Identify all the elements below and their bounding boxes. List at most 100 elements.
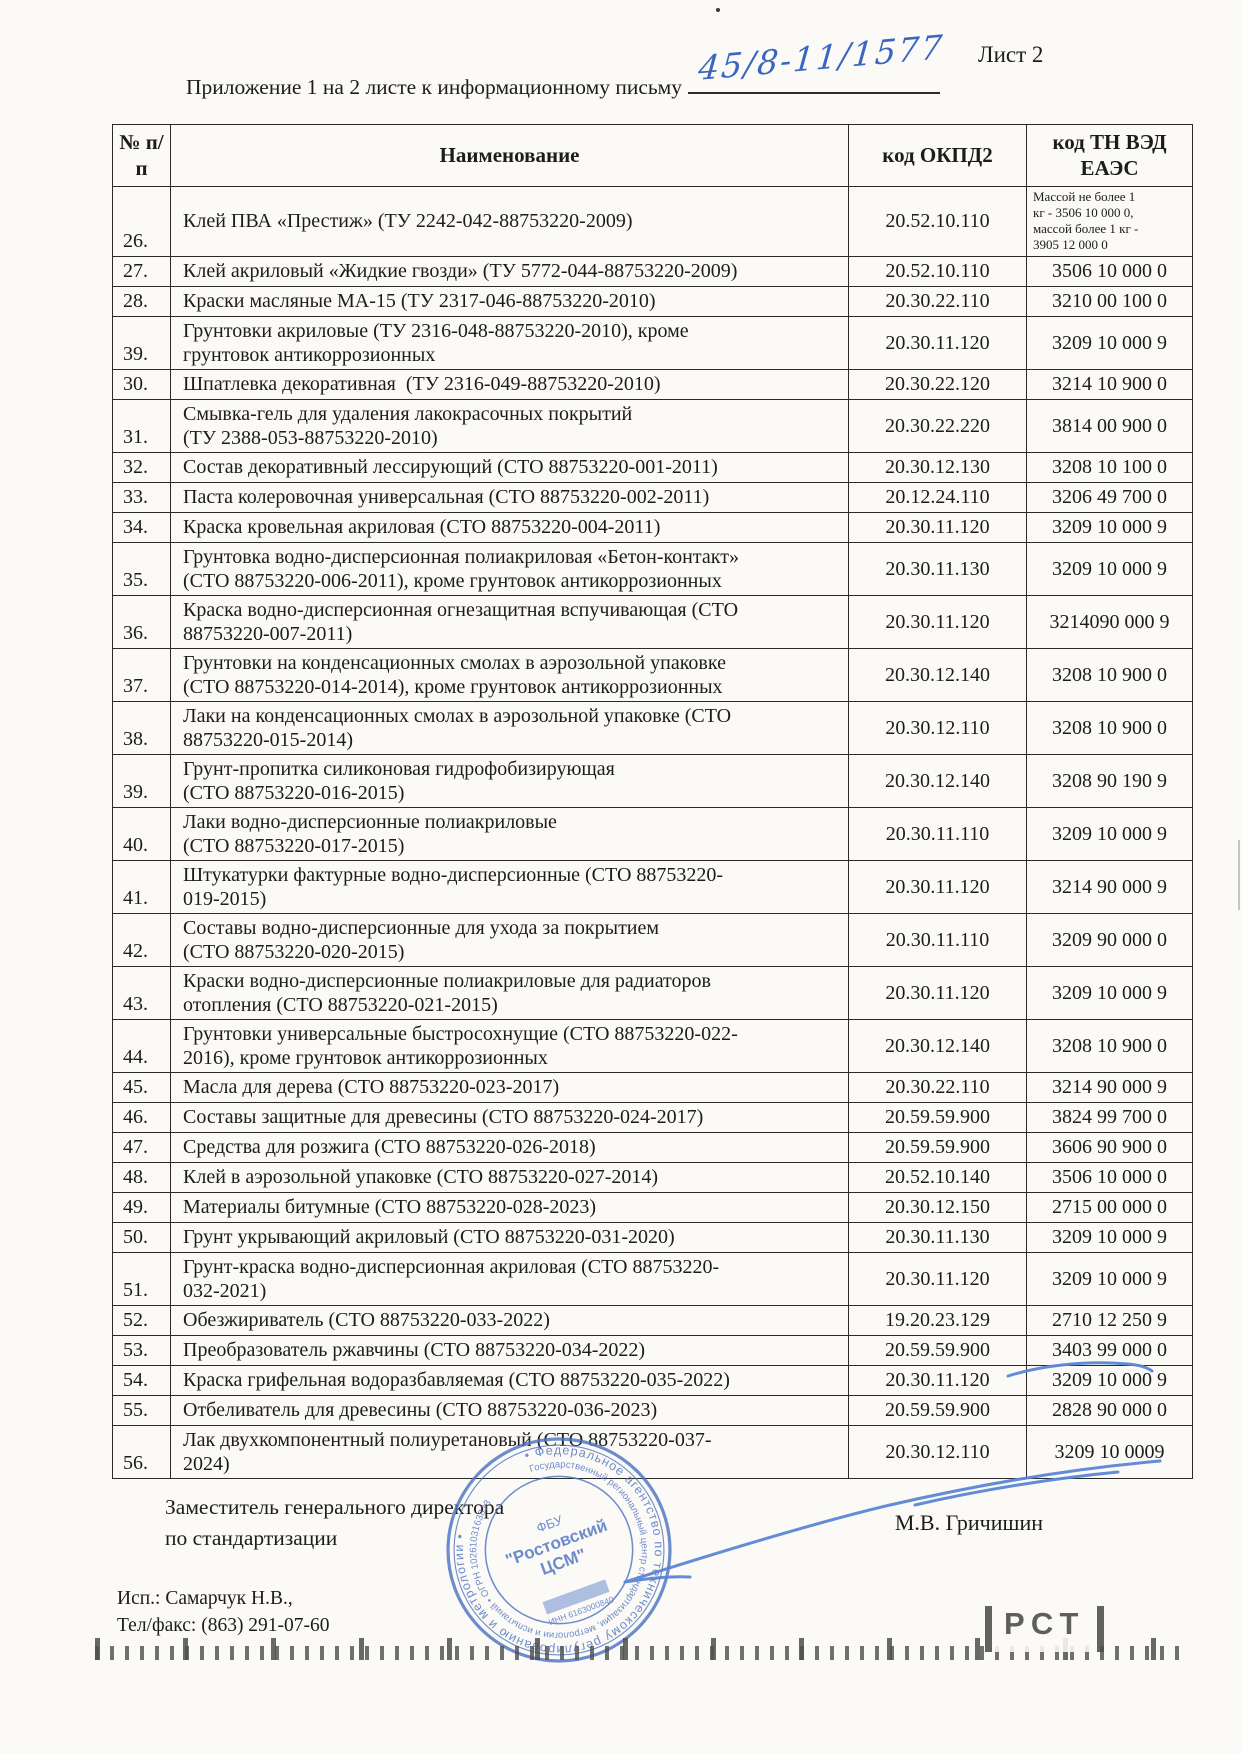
tnved-code-cell: 3209 10 000 9 xyxy=(1026,1221,1193,1253)
executor-phone: Тел/факс: (863) 291-07-60 xyxy=(117,1615,330,1637)
tnved-code-cell: 3209 10 000 9 xyxy=(1026,1364,1193,1396)
row-number-cell: 41. xyxy=(112,859,171,914)
row-number-cell: 35. xyxy=(112,541,171,596)
table-row: 46. Составы защитные для древесины (СТО … xyxy=(112,1101,1193,1133)
okpd2-code-cell: 20.30.11.120 xyxy=(848,1364,1027,1396)
table-row: 54. Краска грифельная водоразбавляемая (… xyxy=(112,1364,1193,1396)
okpd2-code-cell: 20.30.11.110 xyxy=(848,912,1027,967)
table-row: 34. Краска кровельная акриловая (СТО 887… xyxy=(112,511,1193,543)
tnved-code-cell: 3506 10 000 0 xyxy=(1026,1161,1193,1193)
table-row: 48. Клей в аэрозольной упаковке (СТО 887… xyxy=(112,1161,1193,1193)
okpd2-code-cell: 20.52.10.140 xyxy=(848,1161,1027,1193)
tnved-code-cell: Массой не более 1 кг - 3506 10 000 0, ма… xyxy=(1026,185,1193,257)
appendix-text: Приложение 1 на 2 листе к информационном… xyxy=(186,75,683,99)
okpd2-code-cell: 20.30.22.220 xyxy=(848,398,1027,453)
row-number-cell: 28. xyxy=(112,285,171,317)
table-row: 32. Состав декоративный лессирующий (СТО… xyxy=(112,451,1193,483)
tnved-code-cell: 3214 90 000 9 xyxy=(1026,1071,1193,1103)
okpd2-code-cell: 20.30.11.120 xyxy=(848,511,1027,543)
sheet-number-label: Лист 2 xyxy=(978,42,1044,67)
tnved-code-cell: 3208 10 900 0 xyxy=(1026,700,1193,755)
okpd2-code-cell: 20.12.24.110 xyxy=(848,481,1027,513)
signer-title: Заместитель генерального директора по ст… xyxy=(165,1495,505,1551)
handwritten-letter-number: 45/8-11/1577 xyxy=(696,27,946,88)
product-name-cell: Лаки водно-дисперсионные полиакриловые (… xyxy=(170,806,849,861)
row-number-cell: 54. xyxy=(112,1364,171,1396)
table-row: 27. Клей акриловый «Жидкие гвозди» (ТУ 5… xyxy=(112,255,1193,287)
table-row: 39. Грунтовки акриловые (ТУ 2316-048-887… xyxy=(112,315,1193,370)
row-number-cell: 49. xyxy=(112,1191,171,1223)
tnved-code-cell: 3209 10 000 9 xyxy=(1026,511,1193,543)
product-name-cell: Паста колеровочная универсальная (СТО 88… xyxy=(170,481,849,513)
table-row: 28. Краски масляные МА-15 (ТУ 2317-046-8… xyxy=(112,285,1193,317)
okpd2-code-cell: 20.59.59.900 xyxy=(848,1101,1027,1133)
column-header-okpd2: код ОКПД2 xyxy=(848,124,1027,187)
tnved-code-cell: 3403 99 000 0 xyxy=(1026,1334,1193,1366)
table-row: 36. Краска водно-дисперсионная огнезащит… xyxy=(112,594,1193,649)
signer-name: М.В. Гричишин xyxy=(894,1510,1043,1536)
table-row: 30. Шпатлевка декоративная (ТУ 2316-049-… xyxy=(112,368,1193,400)
okpd2-code-cell: 20.30.12.110 xyxy=(848,1424,1027,1479)
row-number-cell: 44. xyxy=(112,1018,171,1073)
okpd2-code-cell: 20.30.11.120 xyxy=(848,1251,1027,1306)
table-row: 38. Лаки на конденсационных смолах в аэр… xyxy=(112,700,1193,755)
okpd2-code-cell: 20.52.10.110 xyxy=(848,185,1027,257)
table-row: 39. Грунт-пропитка силиконовая гидрофоби… xyxy=(112,753,1193,808)
okpd2-code-cell: 20.30.11.130 xyxy=(848,541,1027,596)
tnved-code-cell: 3208 90 190 9 xyxy=(1026,753,1193,808)
product-name-cell: Грунтовки акриловые (ТУ 2316-048-8875322… xyxy=(170,315,849,370)
column-header-num: № п/п xyxy=(112,124,171,187)
product-name-cell: Грунт укрывающий акриловый (СТО 88753220… xyxy=(170,1221,849,1253)
tnved-code-cell: 3210 00 100 0 xyxy=(1026,285,1193,317)
tnved-code-cell: 3606 90 900 0 xyxy=(1026,1131,1193,1163)
tnved-code-cell: 2715 00 000 0 xyxy=(1026,1191,1193,1223)
tnved-code-cell: 3814 00 900 0 xyxy=(1026,398,1193,453)
row-number-cell: 26. xyxy=(112,185,171,257)
row-number-cell: 46. xyxy=(112,1101,171,1133)
row-number-cell: 42. xyxy=(112,912,171,967)
tnved-code-cell: 3214 10 900 0 xyxy=(1026,368,1193,400)
okpd2-code-cell: 20.59.59.900 xyxy=(848,1131,1027,1163)
product-name-cell: Средства для розжига (СТО 88753220-026-2… xyxy=(170,1131,849,1163)
table-row: 52. Обезжириватель (СТО 88753220-033-202… xyxy=(112,1304,1193,1336)
row-number-cell: 51. xyxy=(112,1251,171,1306)
product-name-cell: Краска грифельная водоразбавляемая (СТО … xyxy=(170,1364,849,1396)
appendix-line: Приложение 1 на 2 листе к информационном… xyxy=(186,27,946,100)
table-row: 26. Клей ПВА «Престиж» (ТУ 2242-042-8875… xyxy=(112,185,1193,257)
product-name-cell: Краска водно-дисперсионная огнезащитная … xyxy=(170,594,849,649)
product-name-cell: Лаки на конденсационных смолах в аэрозол… xyxy=(170,700,849,755)
okpd2-code-cell: 20.30.12.140 xyxy=(848,647,1027,702)
table-row: 37. Грунтовки на конденсационных смолах … xyxy=(112,647,1193,702)
row-number-cell: 27. xyxy=(112,255,171,287)
row-number-cell: 39. xyxy=(112,315,171,370)
barcode-strip-ticks xyxy=(95,1638,1181,1660)
product-name-cell: Грунтовки на конденсационных смолах в аэ… xyxy=(170,647,849,702)
tnved-code-cell: 3214090 000 9 xyxy=(1026,594,1193,649)
product-name-cell: Клей акриловый «Жидкие гвозди» (ТУ 5772-… xyxy=(170,255,849,287)
tnved-code-cell: 3208 10 900 0 xyxy=(1026,1018,1193,1073)
row-number-cell: 30. xyxy=(112,368,171,400)
row-number-cell: 50. xyxy=(112,1221,171,1253)
row-number-cell: 43. xyxy=(112,965,171,1020)
executor-block: Исп.: Самарчук Н.В., Тел/факс: (863) 291… xyxy=(117,1585,330,1640)
product-name-cell: Краска кровельная акриловая (СТО 8875322… xyxy=(170,511,849,543)
row-number-cell: 45. xyxy=(112,1071,171,1103)
scan-speck xyxy=(716,8,720,12)
okpd2-code-cell: 20.30.11.120 xyxy=(848,594,1027,649)
row-number-cell: 53. xyxy=(112,1334,171,1366)
row-number-cell: 40. xyxy=(112,806,171,861)
product-name-cell: Состав декоративный лессирующий (СТО 887… xyxy=(170,451,849,483)
appendix-underline: 45/8-11/1577 xyxy=(688,27,946,94)
okpd2-code-cell: 20.30.12.150 xyxy=(848,1191,1027,1223)
okpd2-code-cell: 20.30.12.140 xyxy=(848,1018,1027,1073)
product-name-cell: Клей в аэрозольной упаковке (СТО 8875322… xyxy=(170,1161,849,1193)
product-name-cell: Шпатлевка декоративная (ТУ 2316-049-8875… xyxy=(170,368,849,400)
scan-edge-line xyxy=(1238,840,1240,910)
product-name-cell: Отбеливатель для древесины (СТО 88753220… xyxy=(170,1394,849,1426)
table-row: 50. Грунт укрывающий акриловый (СТО 8875… xyxy=(112,1221,1193,1253)
product-name-cell: Составы защитные для древесины (СТО 8875… xyxy=(170,1101,849,1133)
table-row: 33. Паста колеровочная универсальная (СТ… xyxy=(112,481,1193,513)
tnved-code-cell: 3208 10 900 0 xyxy=(1026,647,1193,702)
products-table: № п/п Наименование код ОКПД2 код ТН ВЭД … xyxy=(112,124,1193,1479)
tnved-code-cell: 3214 90 000 9 xyxy=(1026,859,1193,914)
